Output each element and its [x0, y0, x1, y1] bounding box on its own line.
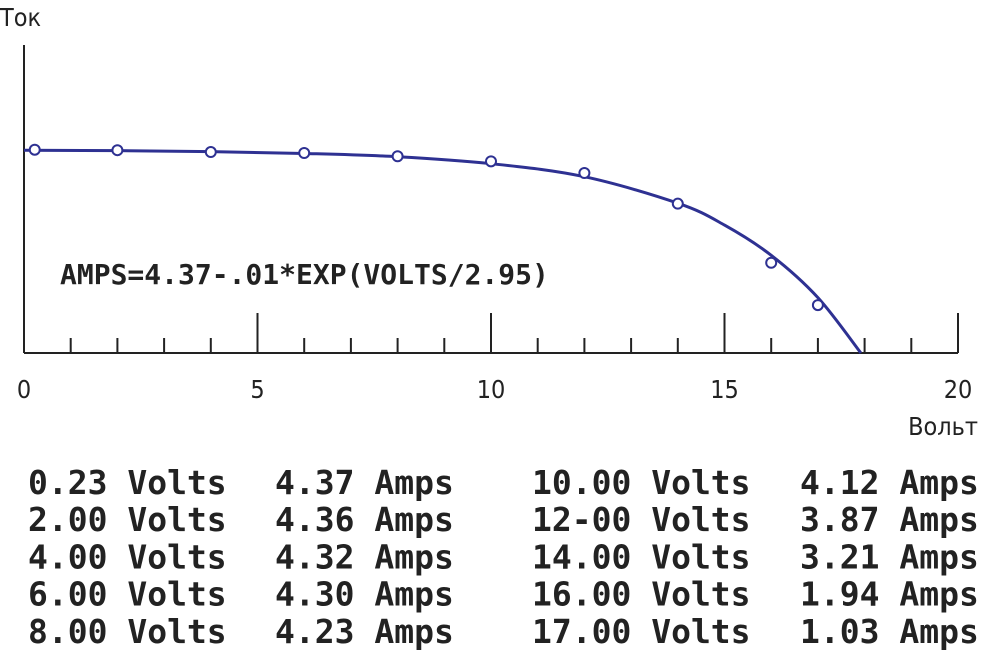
- table-cell: 1.94 Amps: [800, 575, 979, 614]
- table-cell: 1.03 Amps: [800, 612, 979, 650]
- x-tick-label: 20: [944, 375, 973, 404]
- data-point: [204, 146, 217, 159]
- table-cell: 16.00 Volts: [532, 575, 751, 614]
- x-tick-label: 10: [477, 375, 506, 404]
- table-cell: 6.00 Volts: [28, 575, 227, 614]
- x-tick-label: 5: [250, 375, 264, 404]
- table-cell: 8.00 Volts: [28, 612, 227, 650]
- table-cell: 2.00 Volts: [28, 500, 227, 539]
- table-cell: 4.12 Amps: [800, 463, 979, 502]
- data-point: [298, 146, 311, 159]
- table-cell: 12-00 Volts: [532, 500, 751, 539]
- data-point: [578, 166, 591, 179]
- annotation: AMPS=4.37-.01*EXP(VOLTS/2.95): [60, 258, 549, 291]
- data-point: [391, 150, 404, 163]
- table-cell: 10.00 Volts: [532, 463, 751, 502]
- y-axis-label: Ток: [0, 3, 41, 32]
- data-point: [485, 155, 497, 168]
- data-point: [765, 256, 778, 269]
- data-point: [811, 299, 824, 312]
- table-cell: 14.00 Volts: [532, 537, 751, 576]
- table-cell: 3.87 Amps: [800, 500, 979, 539]
- table-cell: 0.23 Volts: [28, 463, 227, 502]
- table-cell: 4.30 Amps: [275, 575, 454, 614]
- x-tick-label: 0: [17, 375, 31, 404]
- table-cell: 17.00 Volts: [532, 612, 751, 650]
- data-point: [111, 144, 124, 157]
- table-cell: 4.23 Amps: [275, 612, 454, 650]
- table-cell: 4.32 Amps: [275, 537, 454, 576]
- table-cell: 4.00 Volts: [28, 537, 227, 576]
- x-tick-label: 15: [710, 375, 739, 404]
- data-point: [671, 197, 684, 210]
- table-cell: 4.37 Amps: [275, 463, 454, 502]
- x-axis-label: Вольт: [908, 412, 978, 441]
- fit-curve: [23, 148, 863, 354]
- table-cell: 4.36 Amps: [275, 500, 454, 539]
- table-cell: 3.21 Amps: [800, 537, 979, 576]
- data-point: [28, 143, 41, 156]
